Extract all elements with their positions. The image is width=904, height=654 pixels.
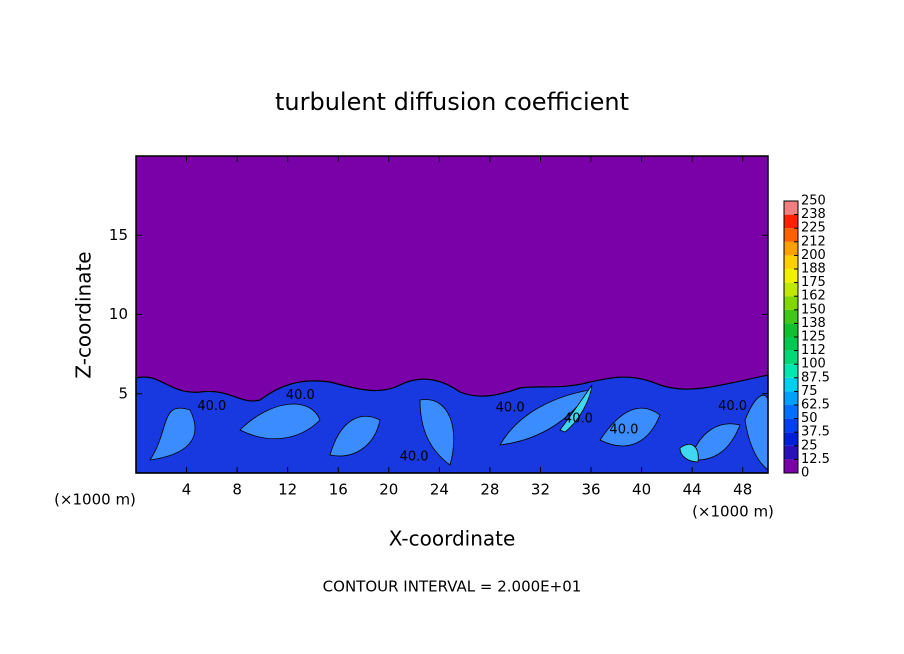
colorbar-band <box>784 214 798 229</box>
colorbar-label: 150 <box>801 302 826 317</box>
colorbar-label: 87.5 <box>801 370 830 385</box>
x-tick-label: 16 <box>329 481 348 499</box>
y-tick-label: 10 <box>109 305 128 323</box>
contour-interval-note: CONTOUR INTERVAL = 2.000E+01 <box>323 578 582 596</box>
colorbar-label: 50 <box>801 411 818 426</box>
colorbar-band <box>784 364 798 378</box>
colorbar-band <box>784 282 798 297</box>
contour-label: 40.0 <box>564 412 593 427</box>
colorbar-band <box>784 391 798 405</box>
colorbar-band <box>784 323 798 337</box>
colorbar-label: 12.5 <box>801 452 830 467</box>
colorbar-band <box>784 337 798 351</box>
x-tick-label: 32 <box>531 481 550 499</box>
x-axis-label: X-coordinate <box>389 527 516 551</box>
colorbar-band <box>784 350 798 365</box>
x-tick-label: 48 <box>733 481 752 499</box>
chart-title: turbulent diffusion coefficient <box>275 88 629 116</box>
x-tick-label: 40 <box>632 481 651 499</box>
x-tick-label: 4 <box>182 481 192 499</box>
y-tick-label: 15 <box>109 226 128 244</box>
colorbar-label: 200 <box>801 248 826 263</box>
colorbar-band <box>784 309 798 324</box>
contour-label: 40.0 <box>718 399 747 414</box>
colorbar-label: 225 <box>801 221 826 236</box>
colorbar-label: 0 <box>801 466 809 481</box>
contour-label: 40.0 <box>609 423 638 438</box>
x-tick-label: 36 <box>581 481 600 499</box>
colorbar-label: 62.5 <box>801 398 830 413</box>
x-tick-label: 28 <box>480 481 499 499</box>
x-unit-label: (×1000 m) <box>692 503 774 521</box>
colorbar-label: 138 <box>801 316 826 331</box>
colorbar-band <box>784 432 798 446</box>
x-tick-label: 20 <box>379 481 398 499</box>
x-tick-label: 8 <box>232 481 242 499</box>
colorbar-band <box>784 405 798 419</box>
x-unit-label: (×1000 m) <box>54 491 136 509</box>
colorbar-label: 100 <box>801 357 826 372</box>
x-tick-label: 12 <box>278 481 297 499</box>
colorbar-label: 75 <box>801 384 818 399</box>
colorbar-label: 37.5 <box>801 425 830 440</box>
colorbar-band <box>784 296 798 310</box>
x-tick-label: 24 <box>430 481 449 499</box>
colorbar-label: 125 <box>801 330 826 345</box>
colorbar-label: 25 <box>801 438 818 453</box>
colorbar-band <box>784 201 798 215</box>
contour-label: 40.0 <box>400 450 429 465</box>
contour-label: 40.0 <box>496 401 525 416</box>
turbulent-peaks <box>559 384 699 463</box>
colorbar-label: 188 <box>801 262 826 277</box>
colorbar-band <box>784 445 798 460</box>
colorbar-band <box>784 418 798 433</box>
colorbar-band <box>784 269 798 283</box>
colorbar-band <box>784 241 798 256</box>
colorbar-band <box>784 377 798 392</box>
y-axis-label: Z-coordinate <box>72 251 96 378</box>
colorbar-label: 162 <box>801 289 826 304</box>
contour-label: 40.0 <box>286 388 315 403</box>
colorbar-label: 238 <box>801 207 826 222</box>
colorbar-label: 175 <box>801 275 826 290</box>
plot-area <box>135 155 769 474</box>
colorbar-label: 212 <box>801 234 826 249</box>
x-tick-label: 44 <box>683 481 702 499</box>
colorbar-band <box>784 228 798 242</box>
colorbar-band <box>784 459 798 473</box>
y-tick-label: 5 <box>118 384 128 402</box>
colorbar-label: 112 <box>801 343 826 358</box>
colorbar-label: 250 <box>801 194 826 209</box>
contour-label: 40.0 <box>197 399 226 414</box>
colorbar-band <box>784 255 798 269</box>
